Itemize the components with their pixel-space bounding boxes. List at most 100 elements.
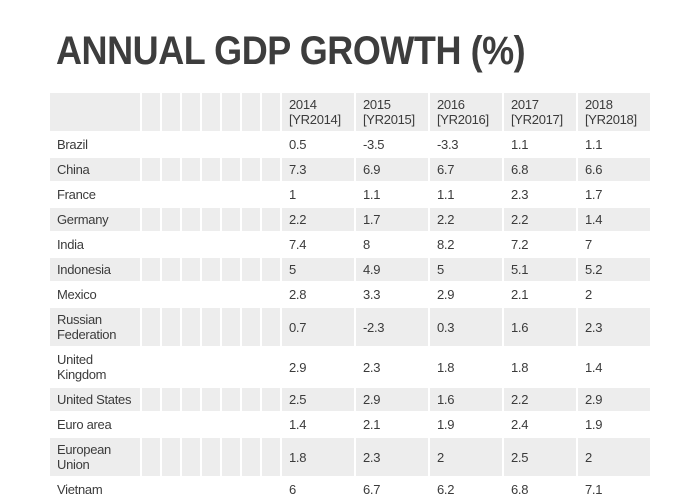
value-cell: 6.8 (511, 482, 529, 497)
table-row: European Union 1.8 2.3 2 2.5 2 (50, 438, 650, 476)
filler-cell (202, 308, 220, 346)
value-cell: 2.5 (282, 388, 354, 411)
table-row: Brazil 0.5 -3.5 -3.3 1.1 1.1 (50, 133, 650, 156)
filler-cell (142, 438, 160, 476)
value-cell: 1.1 (511, 137, 529, 152)
filler-cell (162, 208, 180, 231)
filler-cell (162, 158, 180, 181)
value-cell: 6.7 (363, 482, 381, 497)
value-cell: 2.2 (504, 388, 576, 411)
value-cell: 1.7 (585, 187, 603, 202)
country-cell: Euro area (57, 417, 112, 432)
header-year-code: [YR2014] (289, 112, 341, 127)
filler-cell (222, 308, 240, 346)
filler-cell (202, 438, 220, 476)
value-cell: 2.9 (437, 287, 455, 302)
filler-cell (162, 388, 180, 411)
value-cell: 0.5 (289, 137, 307, 152)
value-cell: -3.3 (437, 137, 459, 152)
value-cell: 1.4 (289, 417, 307, 432)
filler-cell (182, 413, 200, 436)
header-cell-filler (162, 93, 180, 131)
filler-cell (262, 183, 280, 206)
filler-cell (182, 133, 200, 156)
value-cell: 8.2 (437, 237, 455, 252)
table-row: Russian Federation 0.7 -2.3 0.3 1.6 2.3 (50, 308, 650, 346)
header-year-label: 2014 (289, 97, 317, 112)
value-cell: -3.5 (363, 137, 385, 152)
filler-cell (262, 438, 280, 476)
header-cell-filler (202, 93, 220, 131)
filler-cell (222, 478, 240, 501)
filler-cell (242, 438, 260, 476)
value-cell: 2.1 (363, 417, 381, 432)
filler-cell (222, 283, 240, 306)
filler-cell (242, 388, 260, 411)
value-cell: 7.4 (289, 237, 307, 252)
value-cell: 4.9 (356, 258, 428, 281)
filler-cell (262, 133, 280, 156)
filler-cell (262, 233, 280, 256)
header-year-label: 2015 (363, 97, 391, 112)
filler-cell (262, 348, 280, 386)
value-cell: 2.3 (356, 438, 428, 476)
filler-cell (142, 208, 160, 231)
value-cell: 1.9 (437, 417, 455, 432)
filler-cell (202, 208, 220, 231)
filler-cell (202, 158, 220, 181)
table-row: Euro area 1.4 2.1 1.9 2.4 1.9 (50, 413, 650, 436)
value-cell: 2.4 (511, 417, 529, 432)
header-cell-year: 2015 [YR2015] (356, 93, 428, 131)
value-cell: 1.1 (437, 187, 455, 202)
header-year-label: 2017 (511, 97, 539, 112)
country-cell: Russian Federation (50, 308, 140, 346)
filler-cell (142, 183, 160, 206)
header-cell-year: 2016 [YR2016] (430, 93, 502, 131)
filler-cell (142, 258, 160, 281)
value-cell: 6.8 (504, 158, 576, 181)
filler-cell (262, 208, 280, 231)
value-cell: 2 (578, 438, 650, 476)
country-cell: India (57, 237, 84, 252)
value-cell: 6.6 (578, 158, 650, 181)
filler-cell (262, 388, 280, 411)
filler-cell (202, 348, 220, 386)
value-cell: 2.9 (356, 388, 428, 411)
filler-cell (262, 308, 280, 346)
filler-cell (202, 413, 220, 436)
filler-cell (182, 208, 200, 231)
value-cell: 2.9 (289, 359, 307, 375)
filler-cell (142, 348, 160, 386)
filler-cell (142, 283, 160, 306)
value-cell: 1.8 (437, 359, 455, 375)
filler-cell (142, 158, 160, 181)
value-cell: 5 (282, 258, 354, 281)
filler-cell (242, 413, 260, 436)
table-body: Brazil 0.5 -3.5 -3.3 1.1 1.1 China 7.3 6.9 6.7 6.8… (50, 133, 650, 501)
filler-cell (162, 283, 180, 306)
value-cell: 5.1 (504, 258, 576, 281)
filler-cell (202, 183, 220, 206)
header-cell-country (50, 93, 140, 131)
value-cell: 1.4 (578, 208, 650, 231)
filler-cell (242, 283, 260, 306)
filler-cell (222, 258, 240, 281)
value-cell: 2.2 (504, 208, 576, 231)
header-cell-year: 2018 [YR2018] (578, 93, 650, 131)
filler-cell (242, 478, 260, 501)
filler-cell (142, 133, 160, 156)
value-cell: 2.3 (363, 359, 381, 375)
country-cell: Vietnam (57, 482, 103, 497)
value-cell: 6.7 (430, 158, 502, 181)
value-cell: 1.4 (585, 359, 603, 375)
filler-cell (202, 133, 220, 156)
filler-cell (182, 258, 200, 281)
table-row: Vietnam 6 6.7 6.2 6.8 7.1 (50, 478, 650, 501)
header-cell-year: 2014 [YR2014] (282, 93, 354, 131)
value-cell: 6.9 (356, 158, 428, 181)
filler-cell (182, 308, 200, 346)
value-cell: 2.2 (430, 208, 502, 231)
filler-cell (182, 158, 200, 181)
header-year-label: 2018 (585, 97, 613, 112)
filler-cell (242, 183, 260, 206)
